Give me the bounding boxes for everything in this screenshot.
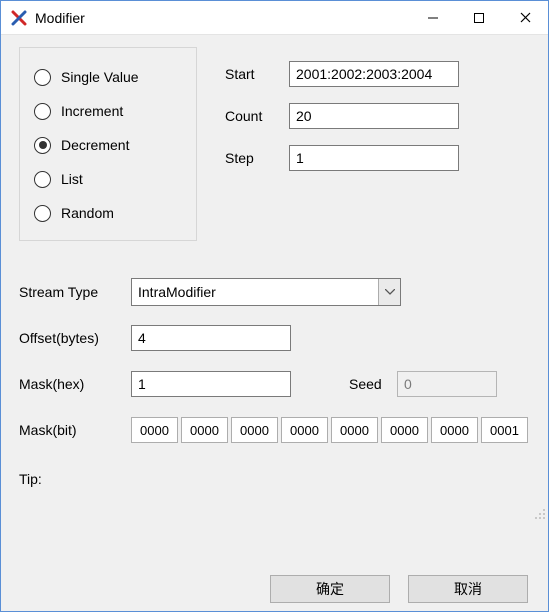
radio-label: Increment [61,103,123,119]
radio-option[interactable]: Increment [34,94,182,128]
tip-label: Tip: [19,471,42,487]
stream-type-value: IntraModifier [132,279,378,305]
close-button[interactable] [502,1,548,34]
mask-bit-cell[interactable] [231,417,278,443]
radio-icon [34,205,51,222]
offset-label: Offset(bytes) [19,330,131,346]
window: Modifier Single Value Increment Decrement L… [0,0,549,612]
mask-bit-cell[interactable] [131,417,178,443]
count-input[interactable] [289,103,459,129]
mask-bit-label: Mask(bit) [19,422,131,438]
minimize-button[interactable] [410,1,456,34]
button-bar: 确定 取消 [1,567,548,611]
radio-icon [34,103,51,120]
stream-type-label: Stream Type [19,284,131,300]
seed-input [397,371,497,397]
offset-input[interactable] [131,325,291,351]
mask-bit-cell[interactable] [331,417,378,443]
radio-option[interactable]: Decrement [34,128,182,162]
radio-label: Random [61,205,114,221]
radio-option[interactable]: Random [34,196,182,230]
maximize-button[interactable] [456,1,502,34]
radio-icon [34,137,51,154]
content: Single Value Increment Decrement List Random… [1,35,548,567]
ok-button[interactable]: 确定 [270,575,390,603]
mask-bit-group [131,417,528,443]
seed-label: Seed [349,376,397,392]
window-controls [410,1,548,34]
mode-groupbox: Single Value Increment Decrement List Random [19,47,197,241]
titlebar: Modifier [1,1,548,35]
step-label: Step [225,150,289,166]
window-title: Modifier [35,10,410,26]
resize-grip-icon[interactable] [532,506,546,523]
mask-bit-cell[interactable] [381,417,428,443]
radio-label: List [61,171,83,187]
chevron-down-icon [378,279,400,305]
mask-bit-cell[interactable] [281,417,328,443]
mask-bit-cell[interactable] [431,417,478,443]
cancel-button[interactable]: 取消 [408,575,528,603]
radio-option[interactable]: List [34,162,182,196]
radio-icon [34,69,51,86]
mask-bit-cell[interactable] [481,417,528,443]
mask-bit-cell[interactable] [181,417,228,443]
radio-option[interactable]: Single Value [34,60,182,94]
radio-label: Single Value [61,69,139,85]
count-label: Count [225,108,289,124]
param-column: Start Count Step [225,47,459,241]
radio-icon [34,171,51,188]
mask-hex-label: Mask(hex) [19,376,131,392]
app-icon [11,10,27,26]
stream-type-select[interactable]: IntraModifier [131,278,401,306]
mask-hex-input[interactable] [131,371,291,397]
start-label: Start [225,66,289,82]
start-input[interactable] [289,61,459,87]
radio-label: Decrement [61,137,129,153]
step-input[interactable] [289,145,459,171]
